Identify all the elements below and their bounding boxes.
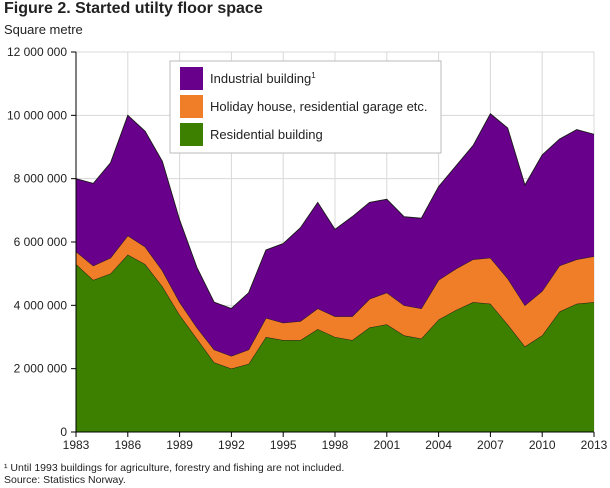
axes: 0 2 000 000 4 000 000 6 000 000 8 000 000 10 … — [7, 45, 608, 452]
footnote: ¹ Until 1993 buildings for agriculture, … — [4, 462, 345, 474]
x-tick-label: 1992 — [218, 438, 245, 452]
x-tick-label: 2001 — [373, 438, 400, 452]
y-tick-label: 10 000 000 — [7, 108, 67, 122]
x-tick-label: 1998 — [322, 438, 349, 452]
x-tick-label: 1989 — [166, 438, 193, 452]
area-series — [75, 113, 595, 432]
area-series-0 — [76, 254, 594, 432]
legend-superscript: 1 — [311, 71, 316, 80]
area-outline-2 — [75, 113, 595, 310]
legend-label: Residential building — [210, 127, 323, 142]
legend-box — [169, 60, 442, 154]
x-tick-label: 1986 — [114, 438, 141, 452]
x-tick-label: 1983 — [63, 438, 90, 452]
legend: Industrial building1 Holiday house, resid… — [169, 60, 442, 154]
y-tick-label: 6 000 000 — [14, 235, 68, 249]
y-tick-label: 4 000 000 — [14, 298, 68, 312]
legend-swatch — [180, 123, 203, 146]
x-tick-label: 2010 — [529, 438, 556, 452]
source-note: Source: Statistics Norway. — [4, 474, 126, 486]
x-tick-label: 2007 — [477, 438, 504, 452]
chart-title: Figure 2. Started utilty floor space — [4, 0, 263, 17]
legend-label: Holiday house, residential garage etc. — [210, 99, 428, 114]
legend-label: Industrial building1 — [210, 71, 316, 86]
x-tick-label: 1995 — [270, 438, 297, 452]
legend-swatch — [180, 95, 203, 118]
y-axis-label: Square metre — [4, 22, 83, 37]
area-series-2 — [76, 113, 594, 356]
y-tick-label: 2 000 000 — [14, 362, 68, 376]
x-tick-label: 2013 — [581, 438, 608, 452]
legend-swatch — [180, 67, 203, 90]
y-tick-label: 8 000 000 — [14, 172, 68, 186]
y-tick-label: 0 — [60, 425, 67, 439]
area-series-1 — [76, 235, 594, 369]
y-tick-label: 12 000 000 — [7, 45, 67, 59]
x-tick-label: 2004 — [425, 438, 452, 452]
